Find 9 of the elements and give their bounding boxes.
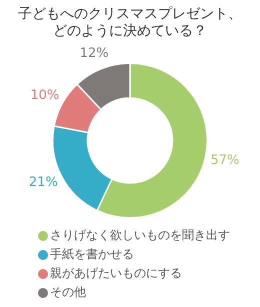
legend-label: 手紙を書かせる (50, 246, 134, 263)
legend-label: その他 (50, 284, 86, 301)
legend-label: さりげなく欲しいものを聞き出す (50, 227, 230, 244)
chart-title: 子どもへのクリスマスプレゼント、どのように決めている？ (17, 6, 243, 40)
data-label: 12% (80, 46, 109, 62)
legend-label: 親があげたいものにする (50, 265, 182, 282)
data-label: 21% (28, 175, 58, 190)
data-label: 10% (30, 88, 60, 103)
data-label: 57% (210, 153, 240, 168)
